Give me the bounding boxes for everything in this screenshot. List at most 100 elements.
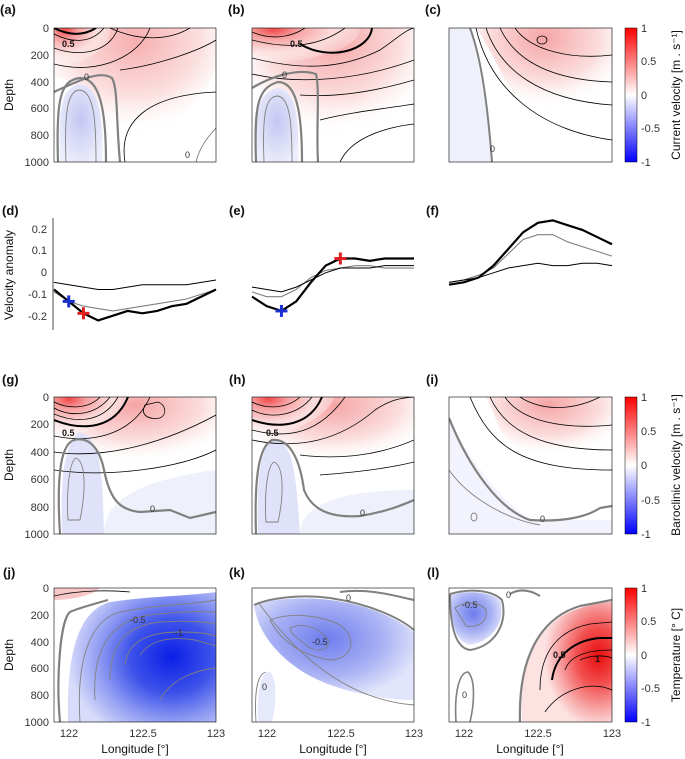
tick-depth-400: 400: [31, 77, 49, 89]
contour-label-h-half: 0.5: [266, 428, 279, 438]
cbar-tick-1: 1: [641, 23, 647, 35]
panel-frames: [53, 27, 613, 723]
depth-axis-row3: 0 200 400 600 800 1000 Depth: [2, 392, 49, 541]
contour-label-j-neg-one: -1: [175, 628, 183, 638]
cbar-tick-0: 0: [641, 650, 647, 662]
cbar-tick-0: 0: [641, 90, 647, 102]
tick-lon-122: 122: [60, 728, 78, 740]
panel-label-c: (c): [425, 2, 441, 17]
anomaly-axis: 0.2 0.1 0 -0.1 -0.2 Velocity anomaly: [2, 218, 54, 330]
panel-f: [448, 219, 613, 286]
tick-depth-600: 600: [31, 663, 49, 675]
cbar-tick--1: -1: [641, 717, 651, 729]
cbar-tick-0: 0: [641, 460, 647, 472]
series-thick-line: [448, 219, 613, 286]
panel-l: [449, 588, 612, 722]
tick-depth-0: 0: [43, 392, 49, 404]
colorbar-current: 1 0.5 0 -0.5 -1 Current velocity [m . s⁻…: [624, 23, 683, 169]
panel-b: [252, 28, 414, 162]
tick-depth-1000: 1000: [25, 529, 49, 541]
tick-lon-122.5: 122.5: [524, 728, 552, 740]
depth-axis-row1: 0 200 400 600 800 1000 Depth: [2, 23, 49, 169]
contour-label-h-zero: 0: [360, 508, 365, 518]
tick-depth-800: 800: [31, 502, 49, 514]
panel-d: [53, 279, 217, 322]
tick-depth-400: 400: [31, 637, 49, 649]
cross-marker: [334, 252, 347, 265]
cross-marker: [62, 295, 75, 308]
tick-depth-600: 600: [31, 474, 49, 486]
xlabel-longitude-k: Longitude [°]: [299, 742, 367, 756]
panel-label-l: (l): [427, 565, 439, 580]
depth-axis-row4: 0 200 400 600 800 1000 Depth: [2, 583, 49, 729]
tick-lon-123: 123: [405, 728, 423, 740]
series-thin-line: [53, 279, 217, 290]
tick-lon-123: 123: [207, 728, 225, 740]
tick-anom--0.1: -0.1: [28, 289, 47, 301]
series-thick-line: [251, 257, 414, 313]
contour-label-g-half: 0.5: [62, 428, 75, 438]
longitude-axis-l: 122 122.5 123 Longitude [°]: [455, 728, 621, 756]
series-gray-line: [448, 234, 613, 283]
tick-depth-200: 200: [31, 50, 49, 62]
panel-a: [54, 28, 216, 162]
colorbar-temperature: 1 0.5 0 -0.5 -1 Temperature [° C]: [624, 583, 683, 729]
panel-j: [54, 588, 216, 722]
panel-label-d: (d): [2, 203, 19, 218]
contour-label-i-zero: 0: [540, 514, 545, 524]
cbar-tick--0.5: -0.5: [641, 683, 660, 695]
tick-depth-800: 800: [31, 130, 49, 142]
colorbar-label-temperature: Temperature [° C]: [669, 608, 683, 702]
contour-label-l-one: 1: [595, 654, 600, 664]
cross-marker: [275, 304, 288, 317]
panel-label-h: (h): [229, 372, 246, 387]
tick-depth-400: 400: [31, 447, 49, 459]
tick-anom-0: 0: [41, 267, 47, 279]
contour-label-g-zero: 0: [150, 504, 155, 514]
panel-label-b: (b): [228, 2, 245, 17]
contour-label-l-half: 0.5: [553, 650, 566, 660]
panel-g: [54, 397, 216, 534]
contour-label-c-zero: 0: [490, 144, 495, 154]
cross-marker: [77, 307, 90, 320]
contour-label-k-neg-half: -0.5: [312, 637, 328, 647]
cbar-tick-0.5: 0.5: [641, 426, 656, 438]
series-thick-line: [53, 288, 217, 322]
tick-depth-0: 0: [43, 23, 49, 35]
cbar-tick--0.5: -0.5: [641, 123, 660, 135]
tick-anom-0.1: 0.1: [32, 245, 47, 257]
longitude-axis-k: 122 122.5 123 Longitude [°]: [258, 728, 423, 756]
tick-depth-600: 600: [31, 103, 49, 115]
cbar-tick--0.5: -0.5: [641, 495, 660, 507]
contour-label-k-zero-2: 0: [262, 682, 267, 692]
tick-depth-1000: 1000: [25, 157, 49, 169]
colorbar-label-baroclinic: Baroclinic velocity [m . s⁻¹]: [669, 394, 683, 536]
series-thin-line: [251, 265, 414, 293]
series-gray-line: [251, 265, 414, 298]
panel-label-j: (j): [3, 565, 15, 580]
panel-label-a: (a): [0, 2, 16, 17]
series-gray-line: [53, 288, 217, 312]
longitude-axis-j: 122 122.5 123 Longitude [°]: [60, 728, 225, 756]
contour-label-b-half: 0.5: [290, 39, 303, 49]
tick-lon-123: 123: [603, 728, 621, 740]
panel-label-f: (f): [426, 203, 439, 218]
tick-depth-1000: 1000: [25, 717, 49, 729]
xlabel-longitude-j: Longitude [°]: [101, 742, 169, 756]
panel-e: [251, 252, 414, 317]
tick-depth-200: 200: [31, 610, 49, 622]
cbar-tick-0.5: 0.5: [641, 56, 656, 68]
tick-lon-122: 122: [455, 728, 473, 740]
contour-labels: 0.5 0 0 0.5 0 0 0.5 0 0.5 0 0 -0.5 -1 0 …: [62, 39, 600, 700]
colorbar-baroclinic: 1 0.5 0 -0.5 -1 Baroclinic velocity [m .…: [624, 392, 683, 541]
contour-label-a-zero: 0: [84, 72, 89, 82]
panel-label-g: (g): [2, 372, 19, 387]
panel-i: [449, 397, 612, 534]
tick-depth-800: 800: [31, 690, 49, 702]
tick-depth-200: 200: [31, 419, 49, 431]
ylabel-depth-row3: Depth: [2, 449, 16, 481]
tick-lon-122.5: 122.5: [327, 728, 355, 740]
contour-label-l-zero-2: 0: [462, 690, 467, 700]
tick-anom-0.2: 0.2: [32, 224, 47, 236]
